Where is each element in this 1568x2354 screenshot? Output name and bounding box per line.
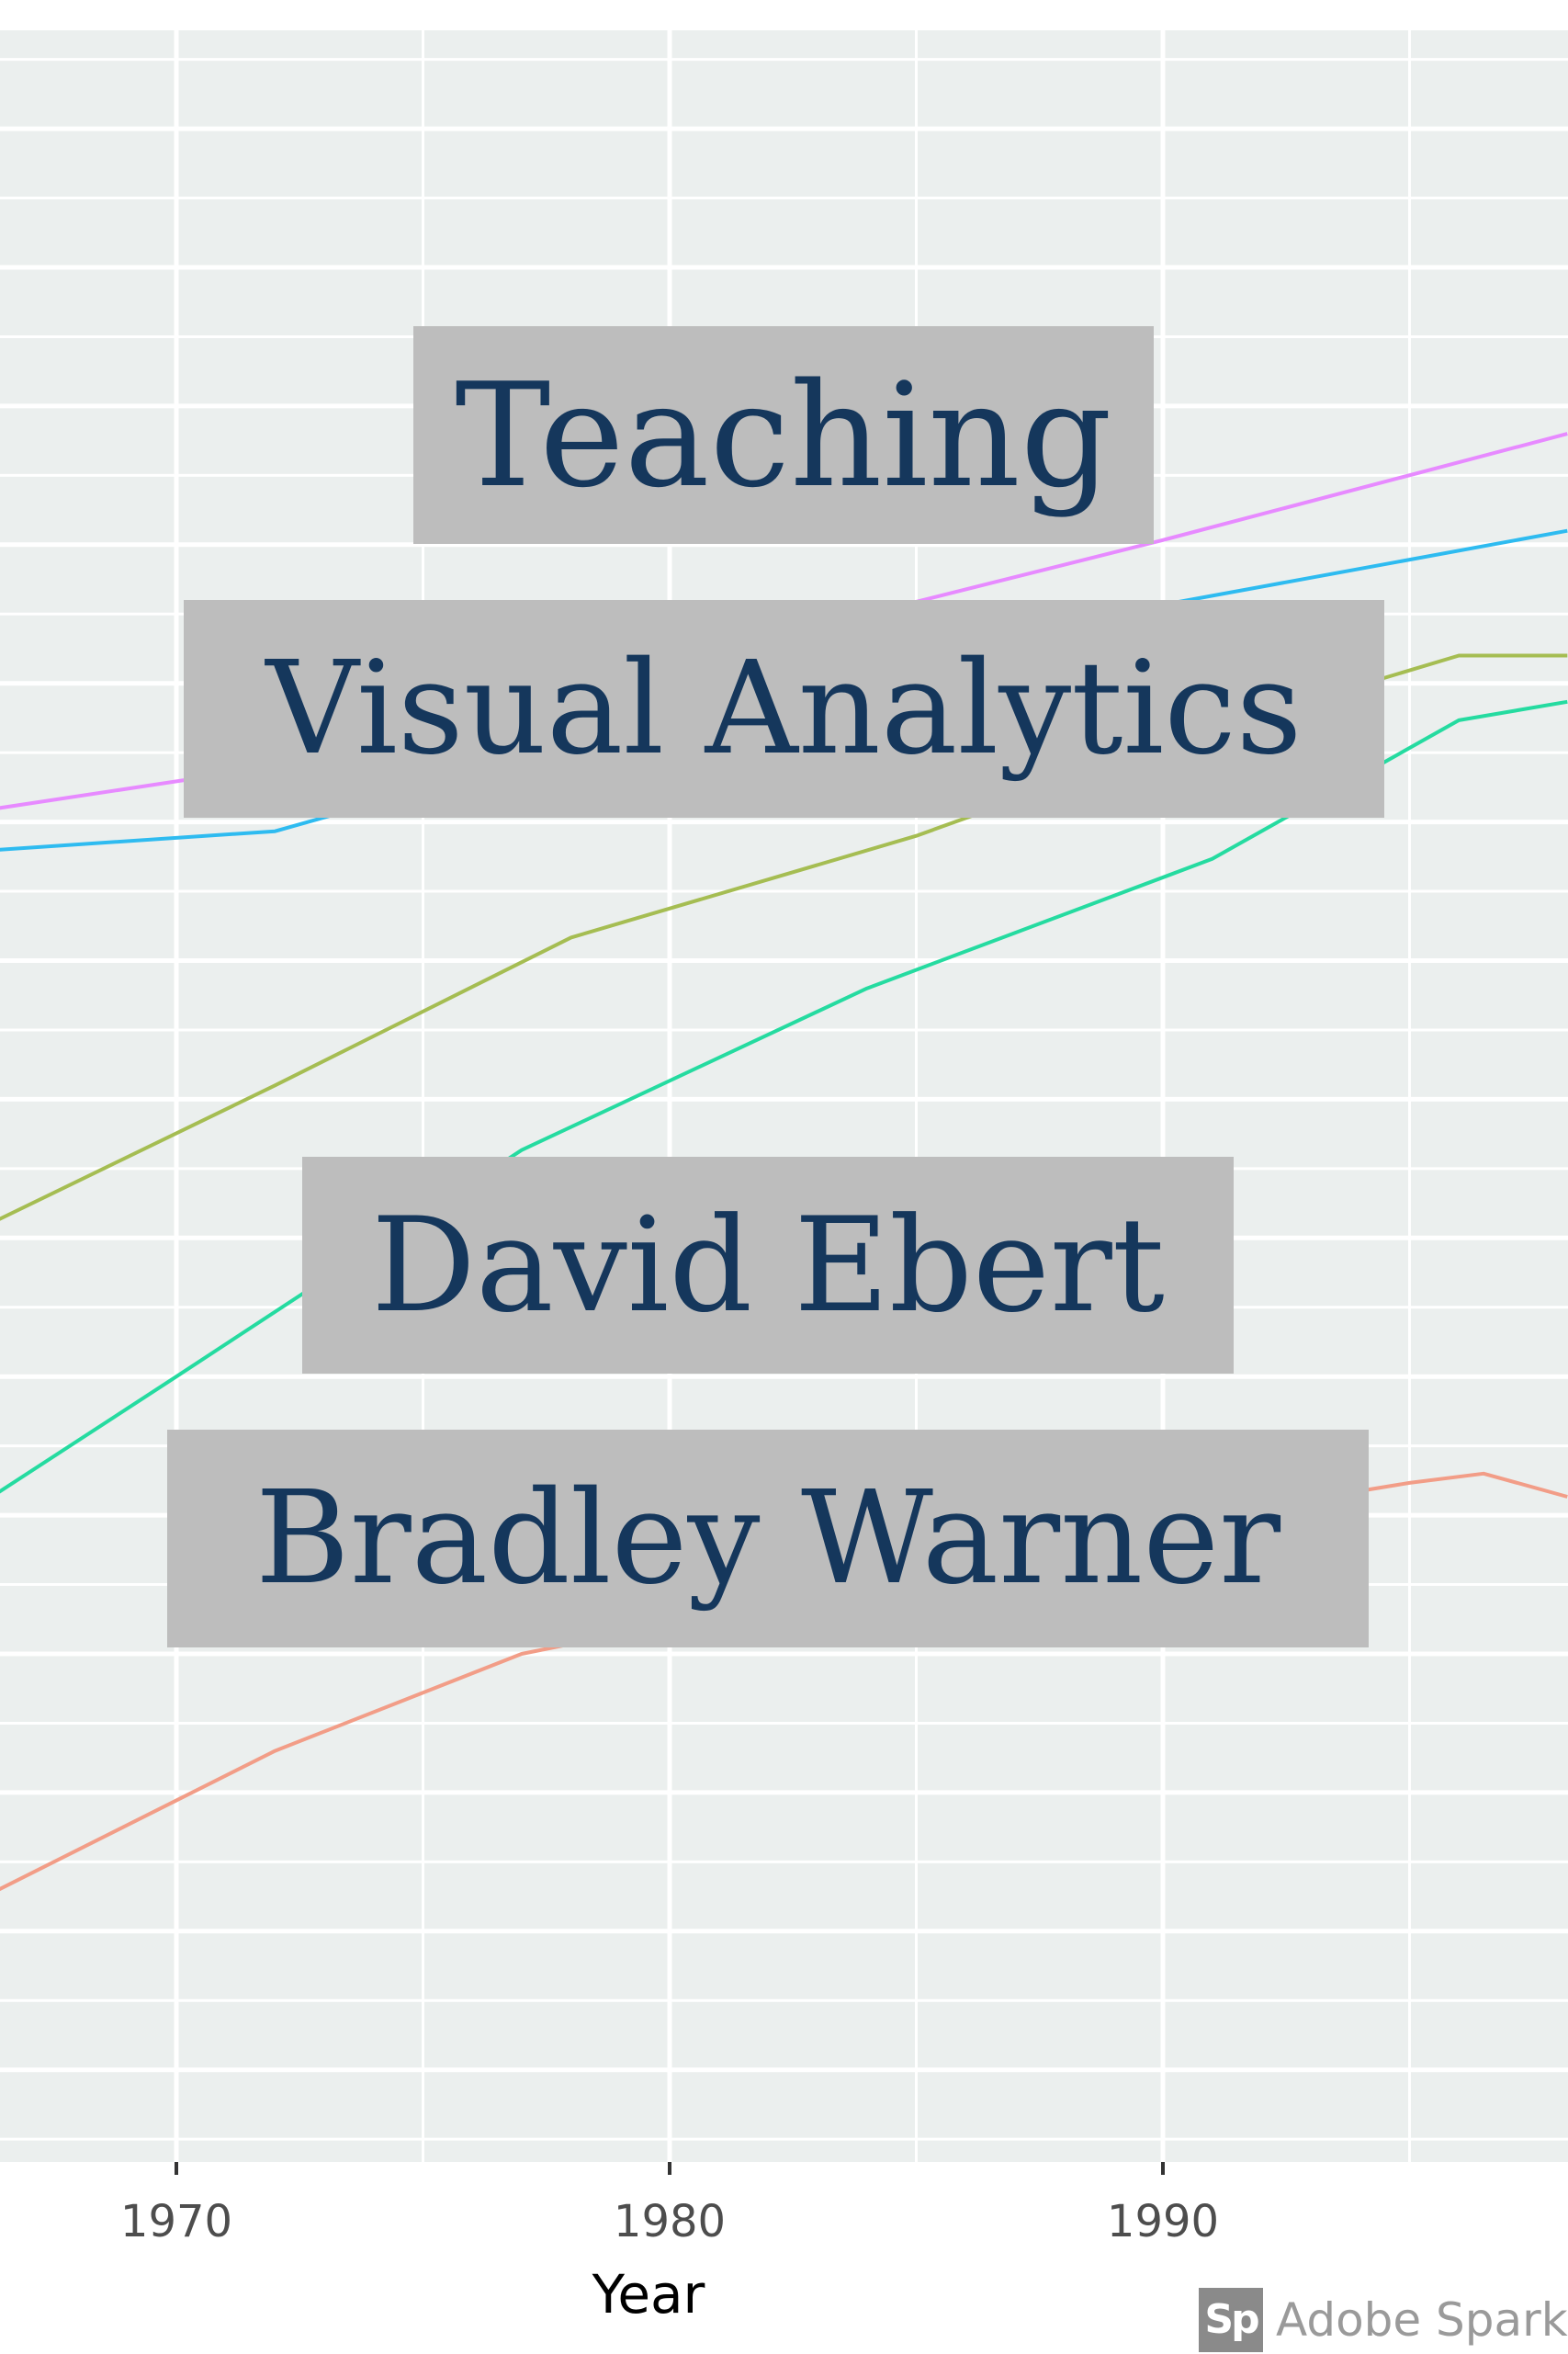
x-axis-title: Year: [592, 2263, 705, 2326]
x-tick-label-1970: 1970: [119, 2196, 233, 2247]
adobe-spark-logo: Sp: [1199, 2287, 1263, 2352]
title-line-1-box: Teaching: [413, 326, 1154, 544]
series-line-3: [0, 653, 1568, 1221]
author-2-box: Bradley Warner: [167, 1430, 1369, 1647]
title-line-1: Teaching: [455, 351, 1112, 519]
author-2: Bradley Warner: [254, 1464, 1281, 1613]
series-line-4: [0, 699, 1568, 1494]
author-1-box: David Ebert: [302, 1157, 1234, 1374]
title-line-2: Visual Analytics: [265, 634, 1303, 784]
x-tick-marks: [175, 2162, 1165, 2175]
x-tick-label-1980: 1980: [613, 2196, 727, 2247]
title-line-2-box: Visual Analytics: [184, 600, 1384, 818]
adobe-spark-watermark: Sp Adobe Spark: [1199, 2285, 1568, 2354]
author-1: David Ebert: [371, 1189, 1165, 1341]
adobe-spark-text: Adobe Spark: [1276, 2292, 1568, 2347]
x-tick-label-1990: 1990: [1106, 2196, 1220, 2247]
